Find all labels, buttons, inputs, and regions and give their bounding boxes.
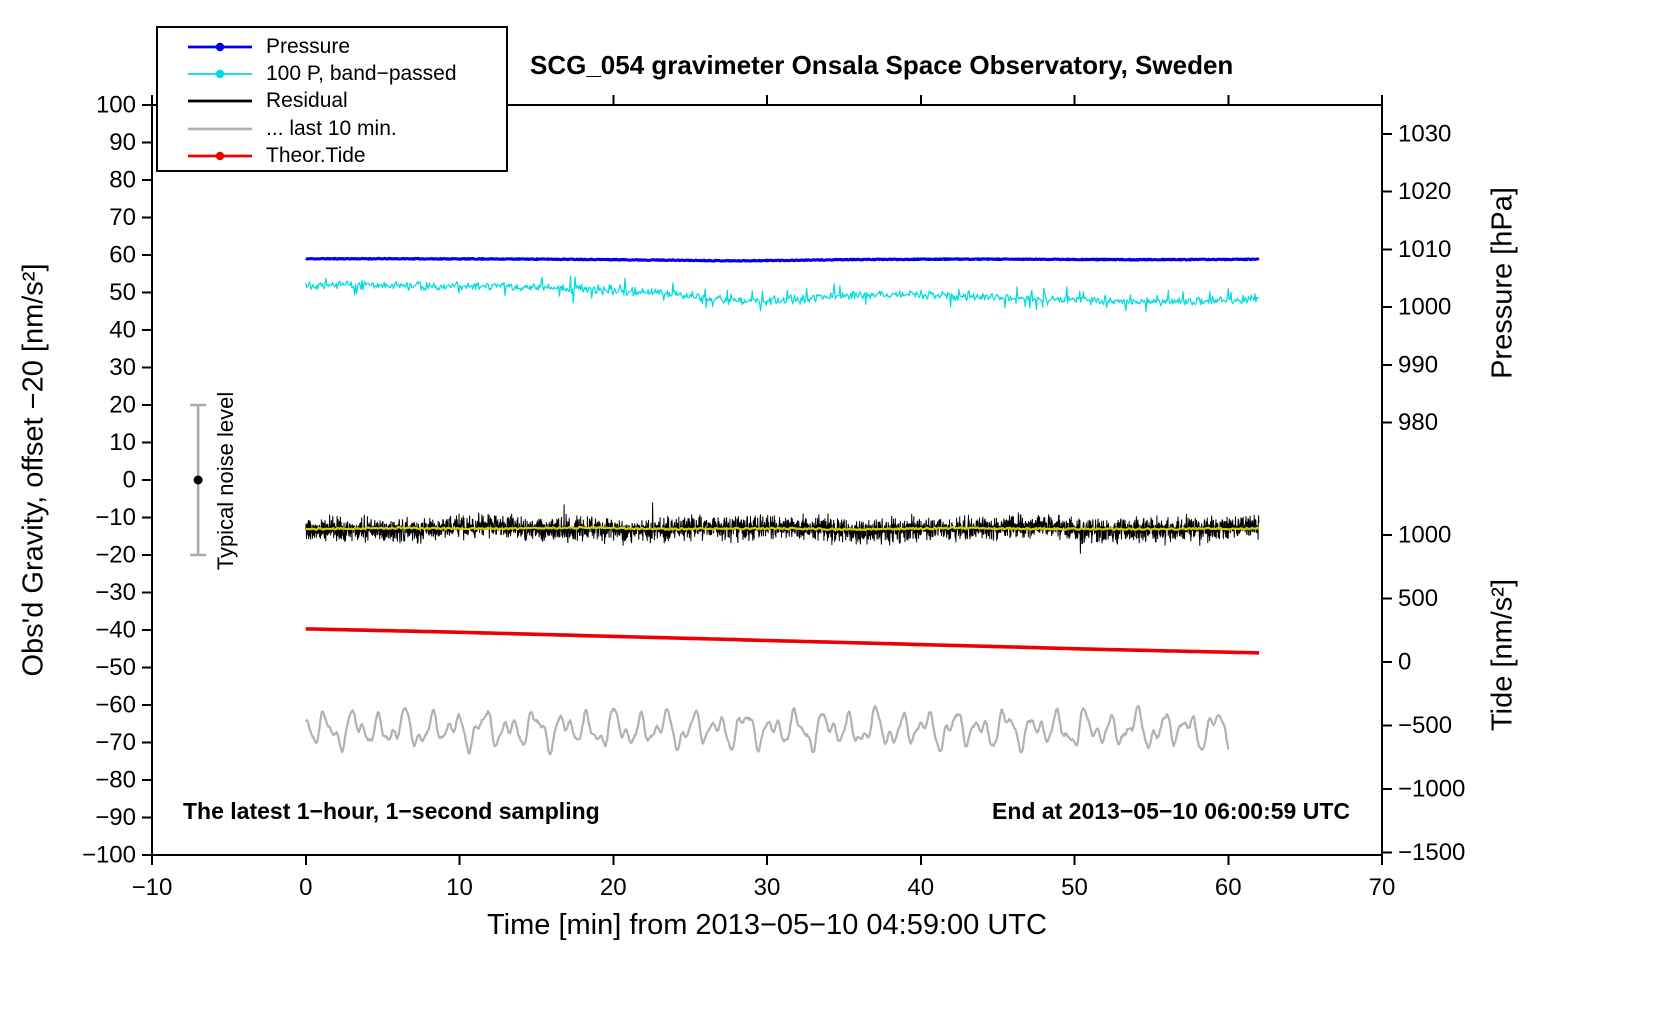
tick-label: 50 xyxy=(109,279,136,306)
tick-label: 10 xyxy=(109,429,136,456)
tick-label: 70 xyxy=(109,204,136,231)
tick-label: 980 xyxy=(1398,409,1438,436)
legend: Pressure 100 P, band−passed Residual ... la… xyxy=(156,26,508,172)
tick-label: −1500 xyxy=(1398,839,1465,866)
series-100-p-band-passed xyxy=(305,275,1260,313)
tick-label: −90 xyxy=(95,804,136,831)
tick-label: 1010 xyxy=(1398,236,1451,263)
tick-label: 30 xyxy=(109,354,136,381)
series-theor-tide xyxy=(305,627,1260,655)
series-residual-running-mean xyxy=(305,525,1260,532)
legend-symbol xyxy=(188,42,252,51)
tick-label: 990 xyxy=(1398,351,1438,378)
tick-label: −10 xyxy=(132,874,173,901)
tide-axis-title: Tide [nm/s²] xyxy=(1486,578,1519,732)
sampling-note: The latest 1−hour, 1−second sampling xyxy=(183,798,600,824)
tick-label: 0 xyxy=(123,467,136,494)
legend-item-3: ... last 10 min. xyxy=(158,115,506,142)
left-axis-title: Obs'd Gravity, offset −20 [nm/s²] xyxy=(17,263,50,677)
tick-label: 40 xyxy=(109,317,136,344)
legend-symbol xyxy=(188,152,252,161)
legend-symbol xyxy=(188,69,252,79)
chart-title: SCG_054 gravimeter Onsala Space Observat… xyxy=(530,50,1234,80)
legend-item-2: Residual xyxy=(158,88,506,115)
x-axis-title: Time [min] from 2013−05−10 04:59:00 UTC xyxy=(487,909,1047,941)
legend-label: 100 P, band−passed xyxy=(266,62,457,86)
tick-label: 0 xyxy=(1398,648,1411,675)
noise-level-label: Typical noise level xyxy=(213,391,238,571)
tick-label: 60 xyxy=(109,242,136,269)
tick-label: 1000 xyxy=(1398,294,1451,321)
legend-label: Pressure xyxy=(266,34,351,58)
noise-level-bar xyxy=(190,403,207,557)
tick-label: −40 xyxy=(95,617,136,644)
legend-label: Theor.Tide xyxy=(266,144,366,168)
legend-symbol xyxy=(188,127,252,131)
tick-label: 30 xyxy=(754,874,781,901)
tick-label: 100 xyxy=(96,92,136,119)
series-pressure xyxy=(305,256,1260,263)
tick-label: 80 xyxy=(109,167,136,194)
tick-label: 50 xyxy=(1061,874,1088,901)
noise-level-dot xyxy=(193,475,203,485)
tick-label: 1000 xyxy=(1398,521,1451,548)
axis-ticks: −10 0 10 20 30 40 50 60 701009080706050403020100… xyxy=(82,92,1465,902)
tick-label: −50 xyxy=(95,654,136,681)
tick-label: 1030 xyxy=(1398,120,1451,147)
tick-label: −30 xyxy=(95,579,136,606)
tick-label: 60 xyxy=(1215,874,1242,901)
series--last-10-min- xyxy=(304,705,1230,756)
tick-label: −80 xyxy=(95,767,136,794)
tick-label: 40 xyxy=(907,874,934,901)
end-timestamp-note: End at 2013−05−10 06:00:59 UTC xyxy=(992,798,1350,824)
tick-label: −100 xyxy=(82,842,136,869)
tick-label: 0 xyxy=(299,874,312,901)
tick-label: 500 xyxy=(1398,585,1438,612)
tick-label: 10 xyxy=(446,874,473,901)
tick-label: 20 xyxy=(600,874,627,901)
tick-label: 20 xyxy=(109,392,136,419)
pressure-axis-title: Pressure [hPa] xyxy=(1486,187,1519,379)
legend-label: ... last 10 min. xyxy=(266,116,397,140)
tick-label: −1000 xyxy=(1398,775,1465,802)
tick-label: −10 xyxy=(95,504,136,531)
tick-label: −20 xyxy=(95,542,136,569)
tick-label: −500 xyxy=(1398,712,1452,739)
legend-item-0: Pressure xyxy=(158,33,506,60)
tick-label: 70 xyxy=(1369,874,1396,901)
tick-label: −60 xyxy=(95,692,136,719)
legend-label: Residual xyxy=(266,89,348,113)
legend-item-1: 100 P, band−passed xyxy=(158,60,506,87)
legend-symbol xyxy=(188,100,252,103)
legend-item-4: Theor.Tide xyxy=(158,143,506,170)
tick-label: −70 xyxy=(95,729,136,756)
tick-label: 1020 xyxy=(1398,178,1451,205)
tick-label: 90 xyxy=(109,129,136,156)
series-group xyxy=(304,256,1260,756)
